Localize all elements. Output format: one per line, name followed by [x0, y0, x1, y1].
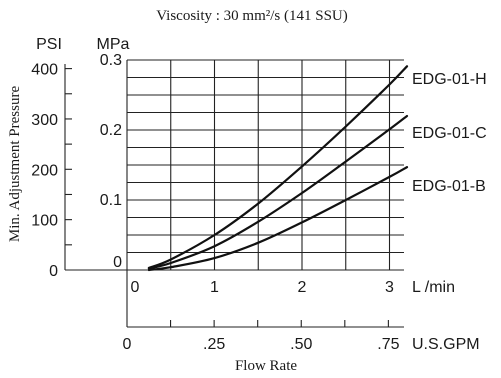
x-axis-label: Flow Rate [235, 358, 297, 374]
series-line-edg-01-c [147, 114, 409, 270]
psi-unit-label: PSI [36, 36, 62, 53]
x-tick-label: 2 [298, 279, 307, 296]
mpa-tick-label: 0.3 [100, 52, 122, 69]
mpa-tick-label: 0.2 [100, 122, 122, 139]
axes [64, 60, 404, 328]
psi-tick-label: 100 [31, 213, 58, 230]
x-tick-labels: 0 1 2 3 [131, 279, 395, 296]
mpa-tick-label: 0 [113, 254, 122, 271]
x-tick-label: 0 [131, 279, 140, 296]
series-line-edg-01-b [147, 166, 409, 272]
series-line-edg-01-h [147, 65, 409, 269]
mpa-tick-labels: 0 0.1 0.2 0.3 [100, 52, 122, 271]
x-unit-label: L /min [412, 279, 455, 296]
mpa-unit-label: MPa [97, 36, 130, 53]
x-tick-label: 3 [385, 279, 394, 296]
gpm-tick-label: .50 [290, 336, 312, 353]
series-label: EDG-01-C [412, 125, 487, 142]
psi-tick-label: 300 [31, 112, 58, 129]
psi-tick-labels: 0 100 200 300 400 [31, 62, 58, 280]
psi-tick-label: 200 [31, 162, 58, 179]
x-secondary-unit-label: U.S.GPM [412, 336, 480, 353]
series-label: EDG-01-H [412, 71, 487, 88]
mpa-tick-label: 0.1 [100, 192, 122, 209]
gpm-tick-label: 0 [123, 336, 132, 353]
psi-tick-label: 0 [49, 263, 58, 280]
psi-tick-label: 400 [31, 62, 58, 79]
series-lines [147, 65, 409, 272]
y-axis-label: Min. Adjustment Pressure [7, 86, 23, 243]
gpm-tick-label: .25 [203, 336, 225, 353]
x-tick-label: 1 [210, 279, 219, 296]
series-labels: EDG-01-H EDG-01-C EDG-01-B [412, 71, 487, 195]
chart-title: Viscosity : 30 mm²/s (141 SSU) [156, 8, 348, 24]
gpm-tick-label: .75 [377, 336, 399, 353]
series-label: EDG-01-B [412, 178, 486, 195]
gpm-tick-labels: 0 .25 .50 .75 [123, 336, 400, 353]
